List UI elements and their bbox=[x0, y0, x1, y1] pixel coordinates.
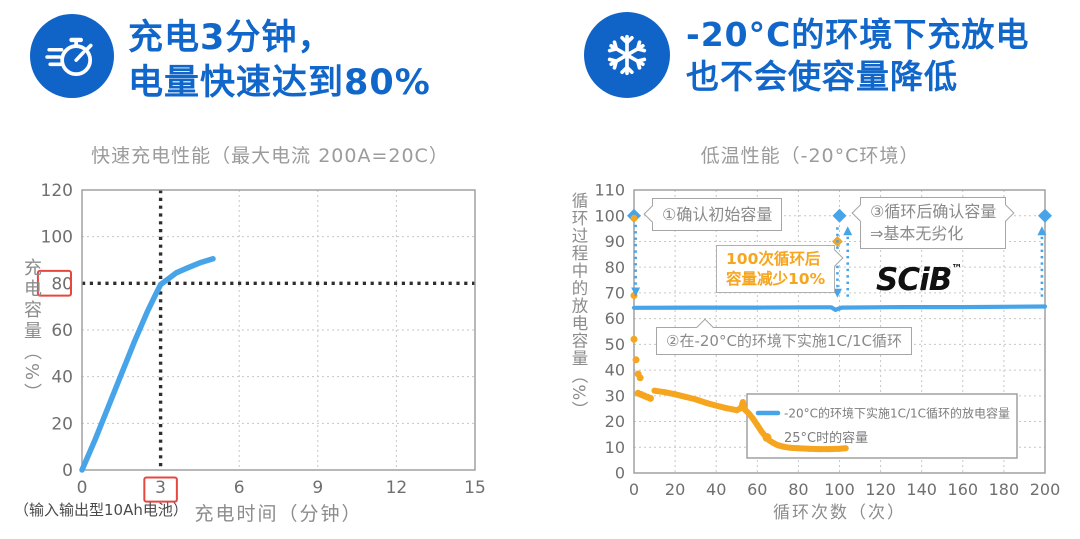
svg-text:20: 20 bbox=[605, 412, 625, 431]
legend-marker-dot bbox=[762, 433, 772, 442]
legend-label: 25°C时的容量 bbox=[784, 430, 868, 446]
svg-text:100: 100 bbox=[41, 228, 73, 248]
callout-after-cycles: ③循环后确认容量 ⇒基本无劣化 bbox=[851, 197, 1015, 249]
highlight-box-ytick bbox=[36, 269, 72, 297]
low-temp-chart: 0 10 20 30 40 50 60 70 80 90 100 110 0 20 40 60 80 100 120… bbox=[594, 181, 1060, 499]
fast-charge-headline: 充电3分钟， 电量快速达到80% bbox=[128, 16, 431, 106]
svg-text:40: 40 bbox=[605, 361, 625, 380]
svg-text:60: 60 bbox=[747, 480, 767, 499]
callout-text: 容量减少10% bbox=[726, 270, 826, 288]
svg-text:70: 70 bbox=[605, 284, 625, 303]
headline-line1: -20°C的环境下充放电 bbox=[686, 15, 1030, 54]
panel-low-temp: -20°C的环境下充放电 也不会使容量降低 低温性能（-20°C环境） 0 10 2… bbox=[540, 0, 1080, 539]
svg-text:80: 80 bbox=[605, 258, 625, 277]
svg-text:60: 60 bbox=[51, 321, 73, 341]
low-temp-headline: -20°C的环境下充放电 也不会使容量降低 bbox=[686, 14, 1029, 98]
svg-text:0: 0 bbox=[77, 478, 88, 498]
low-temp-badge bbox=[584, 12, 670, 98]
svg-text:160: 160 bbox=[948, 480, 979, 499]
svg-text:200: 200 bbox=[1030, 480, 1061, 499]
fast-charge-chart-title: 快速充电性能（最大电流 200A=20C） bbox=[91, 145, 449, 167]
gridlines bbox=[82, 190, 475, 470]
svg-text:40: 40 bbox=[706, 480, 726, 499]
svg-text:90: 90 bbox=[605, 232, 625, 251]
svg-text:10: 10 bbox=[605, 438, 625, 457]
low-temp-x-axis-title: 循环次数（次） bbox=[773, 503, 906, 523]
headline-line2: 电量快速达到80% bbox=[128, 63, 431, 103]
svg-text:180: 180 bbox=[989, 480, 1020, 499]
fast-charge-badge bbox=[30, 14, 114, 98]
callout-text: ①确认初始容量 bbox=[662, 205, 773, 224]
fast-charge-y-axis-title: 充电容量（%） bbox=[21, 258, 42, 405]
battery-type-footnote: （输入输出型10Ah电池） bbox=[14, 501, 188, 519]
svg-text:120: 120 bbox=[41, 181, 73, 201]
legend-label: -20°C的环境下实施1C/1C循环的放电容量 bbox=[784, 406, 1010, 421]
highlight-box-xtick bbox=[143, 476, 178, 503]
callout-text: ⇒基本无劣化 bbox=[870, 224, 964, 243]
scib-logo-text: SCiB bbox=[876, 262, 952, 298]
svg-text:30: 30 bbox=[605, 386, 625, 405]
headline-line2: 也不会使容量降低 bbox=[686, 57, 958, 96]
svg-text:20: 20 bbox=[665, 480, 685, 499]
tick-labels: 0 20 40 60 80 100 120 0 3 6 9 12 15 bbox=[41, 181, 486, 498]
measure-arrow bbox=[843, 226, 853, 297]
svg-text:9: 9 bbox=[312, 478, 323, 498]
plot-frame bbox=[633, 189, 1046, 474]
callout-initial-capacity: ①确认初始容量 bbox=[643, 198, 783, 231]
svg-text:20: 20 bbox=[51, 414, 73, 434]
diamond-marker bbox=[1038, 208, 1052, 223]
headline-line1: 充电3分钟， bbox=[128, 18, 334, 58]
svg-text:100: 100 bbox=[824, 480, 855, 499]
fast-charge-x-axis-title: 充电时间（分钟） bbox=[194, 503, 363, 525]
stopwatch-icon bbox=[45, 37, 93, 77]
svg-text:15: 15 bbox=[464, 478, 486, 498]
plot-frame bbox=[81, 189, 476, 471]
callout-text: 100次循环后 bbox=[726, 250, 821, 268]
svg-text:80: 80 bbox=[51, 274, 73, 294]
measure-arrow bbox=[1037, 226, 1047, 297]
fast-charge-chart: 0 20 40 60 80 100 120 0 3 6 9 12 15 bbox=[36, 181, 486, 503]
tick-labels: 0 10 20 30 40 50 60 70 80 90 100 110 0 20 40 60 80 100 120… bbox=[594, 181, 1060, 499]
measure-arrow bbox=[832, 227, 842, 298]
snowflake-icon bbox=[606, 34, 648, 76]
low-temp-y-axis-title: 循环过程中的放电容量（%） bbox=[569, 192, 588, 419]
legend: -20°C的环境下实施1C/1C循环的放电容量 25°C时的容量 bbox=[755, 406, 1010, 446]
callout-text: ③循环后确认容量 bbox=[870, 202, 997, 221]
svg-text:140: 140 bbox=[906, 480, 937, 499]
svg-text:60: 60 bbox=[605, 309, 625, 328]
svg-text:120: 120 bbox=[865, 480, 896, 499]
svg-text:110: 110 bbox=[594, 181, 625, 200]
panel-fast-charge: 充电3分钟， 电量快速达到80% 快速充电性能（最大电流 200A=20C） 0… bbox=[14, 14, 486, 525]
svg-text:40: 40 bbox=[51, 368, 73, 388]
diamond-marker bbox=[832, 208, 847, 223]
scib-logo: SCiB™ bbox=[876, 262, 962, 298]
low-temp-chart-title: 低温性能（-20°C环境） bbox=[700, 145, 920, 167]
svg-text:0: 0 bbox=[62, 461, 73, 481]
trademark-symbol: ™ bbox=[951, 262, 963, 275]
svg-text:6: 6 bbox=[234, 478, 245, 498]
measure-arrow bbox=[631, 224, 641, 297]
svg-text:80: 80 bbox=[788, 480, 808, 499]
svg-text:0: 0 bbox=[629, 480, 639, 499]
svg-text:12: 12 bbox=[386, 478, 408, 498]
svg-text:50: 50 bbox=[605, 335, 625, 354]
callout-text: ②在-20°C的环境下实施1C/1C循环 bbox=[666, 332, 903, 350]
callout-cycle-condition: ②在-20°C的环境下实施1C/1C循环 bbox=[656, 318, 913, 355]
series-0 bbox=[79, 256, 216, 473]
svg-text:3: 3 bbox=[155, 478, 166, 498]
svg-text:100: 100 bbox=[594, 206, 625, 225]
svg-text:0: 0 bbox=[615, 464, 625, 483]
callout-capacity-drop: 100次循环后 容量减少10% bbox=[716, 245, 844, 293]
